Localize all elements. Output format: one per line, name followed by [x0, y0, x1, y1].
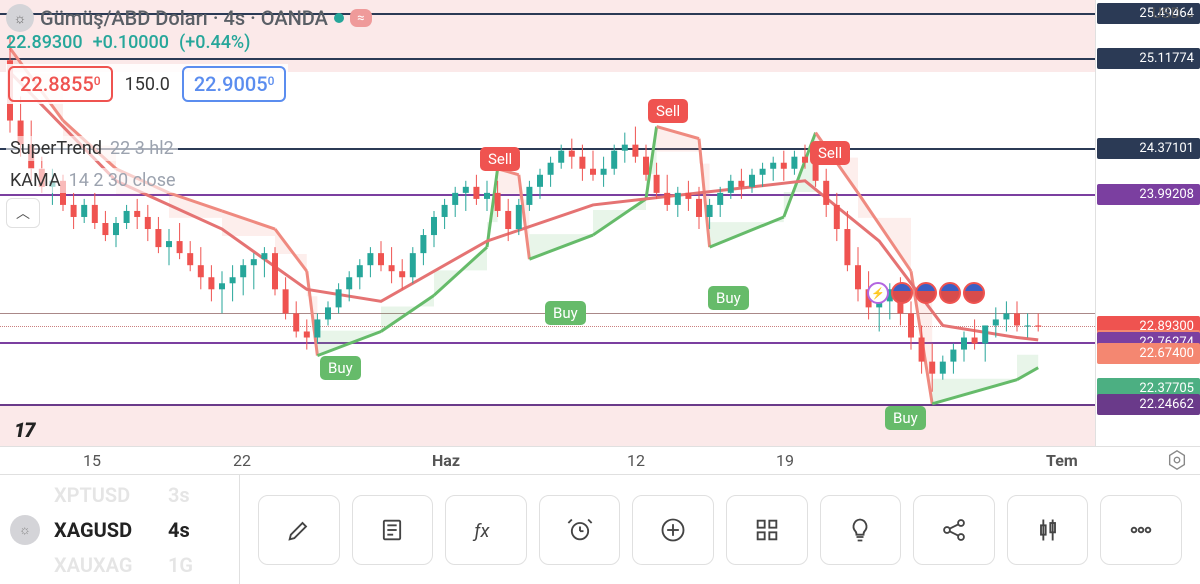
watchlist-symbol: XAGUSD [54, 518, 154, 542]
share-button[interactable] [913, 495, 995, 565]
price-tag: 22.67400 [1097, 343, 1200, 364]
collapse-indicators-button[interactable]: ︿ [6, 198, 40, 228]
price-row: 22.89300 +0.10000 (+0.44%) [6, 32, 250, 53]
us-flag-icon[interactable] [939, 282, 961, 304]
axis-settings-icon[interactable] [1166, 449, 1188, 471]
plus-button[interactable] [632, 495, 714, 565]
watchlist-timeframe: 3s [168, 483, 190, 507]
price-tag: 22.24662 [1097, 394, 1200, 415]
sell-signal: Sell [810, 141, 850, 165]
buy-signal: Buy [320, 356, 361, 380]
chevron-down-icon: ⌄ [1183, 4, 1196, 22]
watchlist[interactable]: XPTUSD 3s ☼ XAGUSD 4s XAUXAG 1G [0, 475, 240, 584]
grid-button[interactable] [726, 495, 808, 565]
spread-value: 150.0 [125, 74, 170, 95]
symbol-icon: ☼ [10, 515, 40, 545]
chart-area[interactable]: Sell Sell Sell Buy Buy Buy Buy ☼ Gümüş/ABD Dol… [0, 0, 1095, 446]
us-flag-icon[interactable] [915, 282, 937, 304]
currency-selector[interactable]: USD ⌄ [1152, 4, 1196, 22]
symbol-icon: ☼ [6, 4, 34, 32]
watchlist-symbol: XPTUSD [54, 483, 154, 507]
bid-box[interactable]: 22.88550 [8, 66, 113, 102]
buy-signal: Buy [708, 286, 749, 310]
fx-button[interactable]: ƒx [445, 495, 527, 565]
price-tag: 25.11774 [1097, 48, 1200, 69]
ask-box[interactable]: 22.90050 [182, 66, 287, 102]
pencil-button[interactable] [258, 495, 340, 565]
bulb-button[interactable] [820, 495, 902, 565]
buy-signal: Buy [885, 406, 926, 430]
us-flag-icon[interactable] [963, 282, 985, 304]
bid-ask-row: 22.88550 150.0 22.90050 [6, 64, 288, 104]
economic-events[interactable]: ⚡ [867, 282, 985, 304]
market-status-dot [334, 13, 344, 23]
time-tick: Tem [1046, 451, 1078, 470]
time-tick: 19 [776, 451, 794, 470]
time-tick: 15 [83, 451, 101, 470]
price-scale[interactable]: USD ⌄ 25.4946425.1177424.3710123.9920822… [1095, 0, 1200, 446]
sell-signal: Sell [480, 147, 520, 171]
alarm-button[interactable] [539, 495, 621, 565]
buy-signal: Buy [545, 301, 586, 325]
watchlist-row[interactable]: ☼ XAGUSD 4s [0, 511, 239, 549]
watchlist-symbol: XAUXAG [54, 553, 154, 577]
time-tick: 22 [233, 451, 251, 470]
price-change-pct: (+0.44%) [179, 32, 250, 53]
approx-badge: ≈ [350, 9, 372, 27]
symbol-title: Gümüş/ABD Doları · 4s · OANDA [40, 6, 328, 30]
watchlist-timeframe: 1G [168, 553, 193, 577]
price-tag: 23.99208 [1097, 184, 1200, 205]
watchlist-row[interactable]: XAUXAG 1G [0, 549, 239, 581]
watchlist-timeframe: 4s [168, 518, 190, 542]
lightning-icon[interactable]: ⚡ [867, 282, 889, 304]
sell-signal: Sell [648, 99, 688, 123]
last-price: 22.89300 [6, 32, 83, 53]
bottom-bar: XPTUSD 3s ☼ XAGUSD 4s XAUXAG 1G ƒx [0, 474, 1200, 584]
symbol-header[interactable]: ☼ Gümüş/ABD Doları · 4s · OANDA ≈ [6, 4, 372, 32]
more-button[interactable] [1100, 495, 1182, 565]
watchlist-row[interactable]: XPTUSD 3s [0, 479, 239, 511]
tradingview-logo: 17 [14, 418, 34, 442]
price-change: +0.10000 [93, 32, 169, 53]
svg-text:ƒx: ƒx [472, 520, 490, 542]
indicator-supertrend[interactable]: SuperTrend 22 3 hl2 [6, 136, 178, 161]
time-tick: Haz [432, 451, 460, 470]
candle-button[interactable] [1007, 495, 1089, 565]
time-axis[interactable]: 15 22 Haz 12 19 Tem [0, 446, 1200, 474]
indicator-kama[interactable]: KAMA 14 2 30 close [6, 168, 180, 193]
us-flag-icon[interactable] [891, 282, 913, 304]
price-tag: 24.37101 [1097, 138, 1200, 159]
note-button[interactable] [352, 495, 434, 565]
time-tick: 12 [627, 451, 645, 470]
toolbar: ƒx [240, 475, 1200, 584]
